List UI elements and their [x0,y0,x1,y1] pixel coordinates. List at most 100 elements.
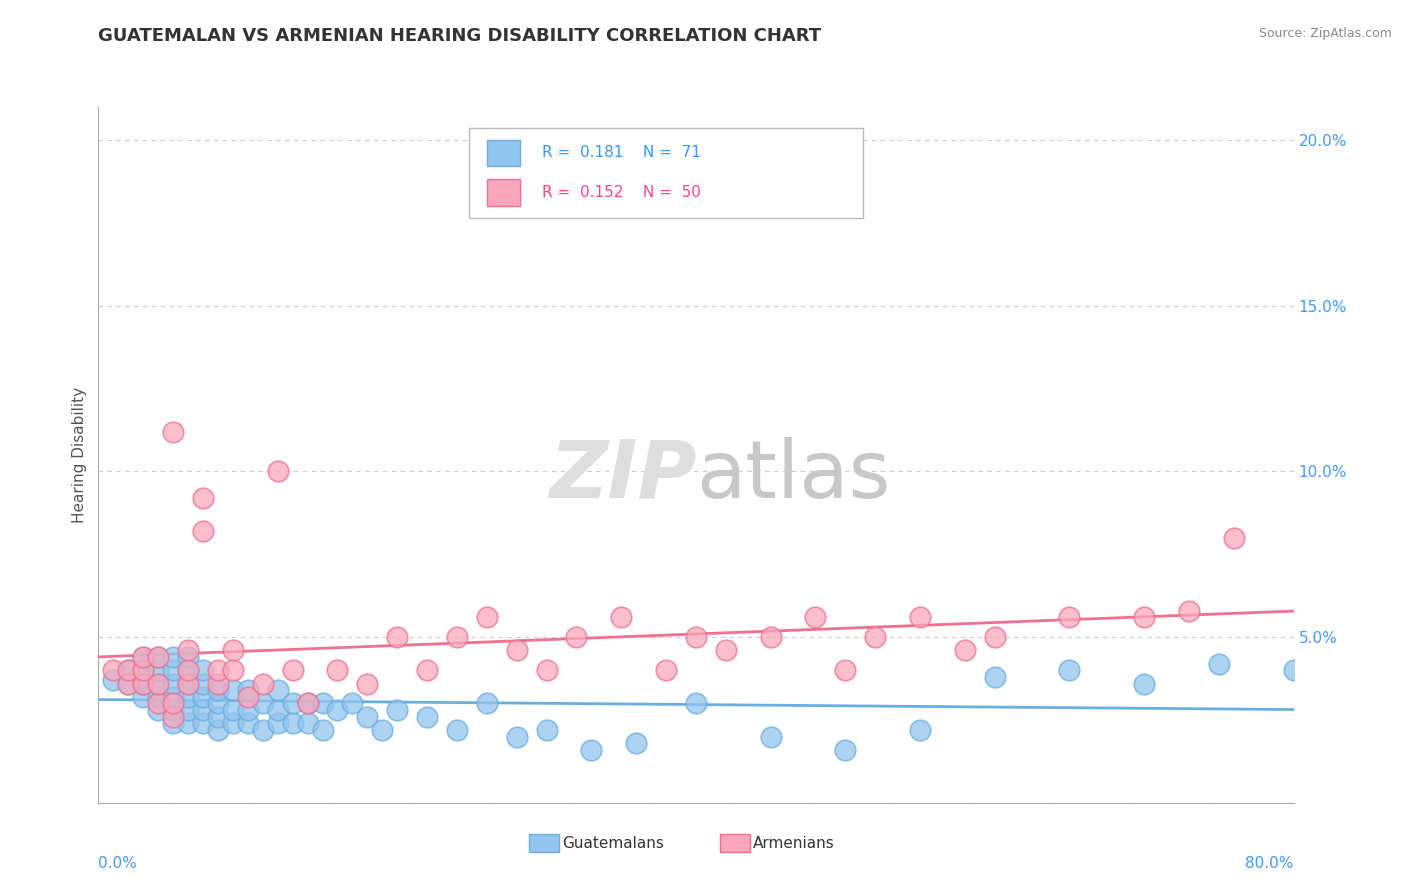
Point [162,716,184,731]
Point [475,697,498,711]
Point [446,723,468,737]
Point [132,650,155,665]
Point [162,690,184,704]
Point [117,663,139,677]
Point [103,663,125,677]
Point [177,663,200,677]
Point [132,690,155,704]
Text: R =  0.152    N =  50: R = 0.152 N = 50 [541,186,700,200]
Point [342,697,364,711]
Point [148,703,170,717]
Point [281,663,304,677]
Y-axis label: Hearing Disability: Hearing Disability [72,387,87,523]
Point [1223,531,1246,545]
Point [162,709,184,723]
Point [148,650,170,665]
Point [207,697,229,711]
Point [207,709,229,723]
Point [148,676,170,690]
Point [326,663,349,677]
Point [908,610,931,624]
Point [132,676,155,690]
Text: Armenians: Armenians [754,836,835,851]
Point [953,643,976,657]
Bar [529,834,558,852]
Point [865,630,887,644]
Point [655,663,678,677]
Point [222,663,245,677]
Point [1059,610,1081,624]
Text: Source: ZipAtlas.com: Source: ZipAtlas.com [1258,27,1392,40]
Text: R =  0.181    N =  71: R = 0.181 N = 71 [541,145,700,161]
Point [222,683,245,698]
Point [1178,604,1201,618]
Point [475,610,498,624]
Point [536,663,558,677]
Point [626,736,648,750]
Point [311,723,333,737]
Point [191,491,214,505]
Point [236,703,259,717]
Point [117,663,139,677]
Point [207,683,229,698]
Point [267,683,290,698]
Point [281,716,304,731]
Point [148,697,170,711]
Point [148,650,170,665]
Point [117,676,139,690]
Point [191,663,214,677]
Point [446,630,468,644]
Point [162,650,184,665]
Point [191,690,214,704]
Point [177,676,200,690]
Point [236,716,259,731]
Point [191,524,214,538]
Point [148,690,170,704]
Point [177,676,200,690]
Point [132,650,155,665]
Point [236,690,259,704]
Point [984,670,1007,684]
Point [236,683,259,698]
Point [326,703,349,717]
Point [267,703,290,717]
Point [177,663,200,677]
Point [908,723,931,737]
Point [191,703,214,717]
Text: atlas: atlas [696,437,890,515]
Point [385,630,409,644]
Point [610,610,633,624]
Point [132,663,155,677]
Point [162,703,184,717]
Point [506,730,529,744]
Point [148,676,170,690]
Point [685,630,707,644]
Point [281,697,304,711]
Point [1282,663,1305,677]
Point [759,730,782,744]
Text: ZIP: ZIP [548,437,696,515]
Point [177,703,200,717]
Point [222,716,245,731]
Point [416,663,439,677]
FancyBboxPatch shape [470,128,863,219]
Point [834,743,856,757]
Point [536,723,558,737]
Point [356,709,378,723]
Text: 80.0%: 80.0% [1246,855,1294,871]
Point [222,643,245,657]
Point [297,716,319,731]
Point [804,610,827,624]
Point [565,630,588,644]
Point [162,676,184,690]
Point [759,630,782,644]
Point [1133,676,1156,690]
Point [297,697,319,711]
Point [132,676,155,690]
Bar [720,834,749,852]
Bar [486,179,520,206]
Point [162,425,184,439]
Point [207,723,229,737]
Point [685,697,707,711]
Point [252,697,274,711]
